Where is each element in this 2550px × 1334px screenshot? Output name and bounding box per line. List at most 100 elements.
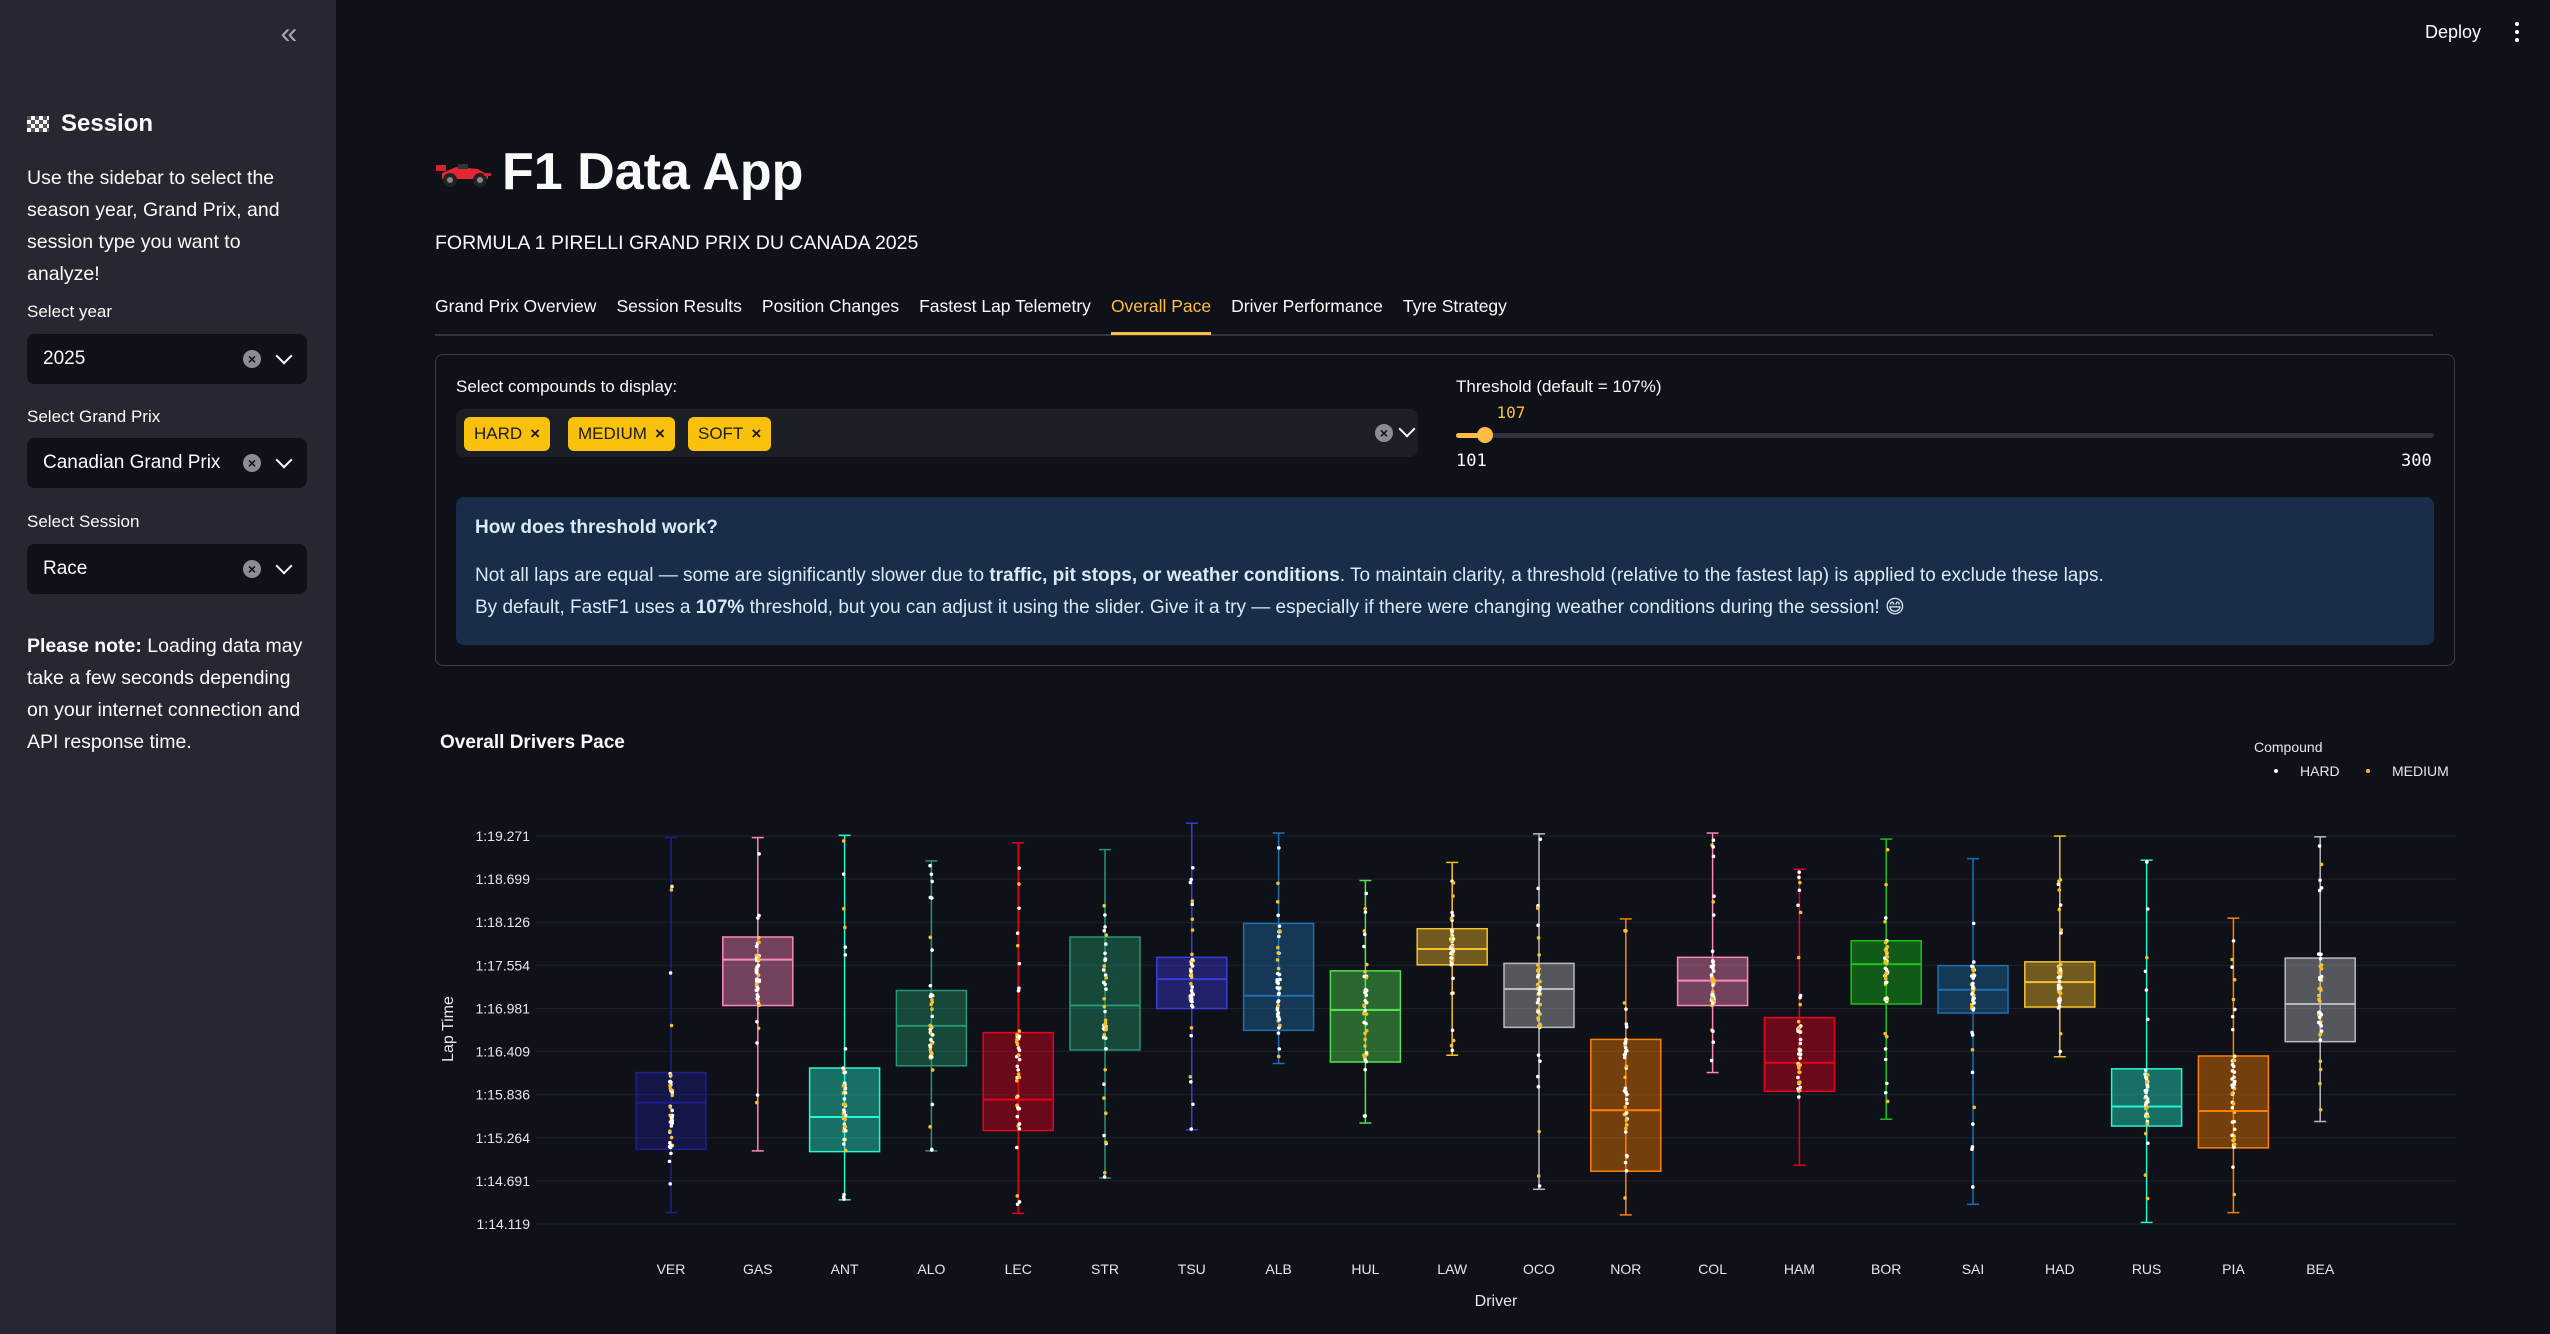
lap-point	[1017, 1122, 1022, 1126]
lap-point	[2143, 1173, 2148, 1177]
lap-point	[1364, 891, 1369, 896]
lap-point	[1711, 1040, 1716, 1044]
lap-point	[1451, 894, 1455, 898]
lap-point	[1451, 949, 1456, 953]
lap-point	[669, 1023, 674, 1028]
tab-overall-pace[interactable]: Overall Pace	[1110, 290, 1212, 335]
threshold-slider[interactable]	[1456, 427, 2434, 443]
remove-chip-icon[interactable]: ×	[751, 424, 762, 443]
lap-point	[667, 1079, 672, 1084]
chevron-down-icon[interactable]	[1398, 420, 1416, 438]
lap-point	[1884, 916, 1888, 920]
tab-grand-prix-overview[interactable]: Grand Prix Overview	[435, 296, 597, 316]
lap-point	[930, 1033, 935, 1037]
lap-point	[670, 884, 674, 889]
compounds-multiselect[interactable]: HARD × MEDIUM × SOFT × ×	[456, 409, 1418, 457]
lap-point	[930, 1055, 934, 1059]
grand-prix-select[interactable]: Canadian Grand Prix ×	[27, 438, 307, 488]
box-ver	[635, 836, 707, 1214]
x-tick-label: ANT	[831, 1261, 859, 1277]
tab-tyre-strategy[interactable]: Tyre Strategy	[1402, 296, 1507, 316]
lap-point	[1450, 1048, 1455, 1053]
lap-point	[1275, 985, 1280, 990]
lap-point	[757, 940, 761, 945]
lap-point	[1535, 906, 1540, 911]
lap-point	[1883, 948, 1888, 952]
lap-point	[2144, 1076, 2149, 1081]
legend-medium-label[interactable]: MEDIUM	[2392, 763, 2449, 779]
lap-point	[1363, 932, 1367, 937]
lap-point	[668, 1073, 673, 1077]
lap-point	[1884, 971, 1889, 975]
legend-hard-label[interactable]: HARD	[2300, 763, 2340, 779]
lap-point	[1538, 979, 1542, 984]
lap-point	[1017, 866, 1021, 870]
tab-position-changes[interactable]: Position Changes	[761, 296, 900, 316]
chevron-down-icon[interactable]	[275, 557, 293, 575]
lap-point	[930, 1007, 934, 1011]
lap-point	[1885, 955, 1890, 959]
deploy-button[interactable]: Deploy	[2425, 22, 2482, 42]
lap-point	[841, 1084, 846, 1088]
lap-point	[1102, 1175, 1107, 1179]
tab-fastest-lap-telemetry[interactable]: Fastest Lap Telemetry	[919, 296, 1091, 316]
lap-point	[1796, 1087, 1800, 1091]
lap-point	[670, 1090, 675, 1095]
threshold-value: 107	[1496, 403, 1526, 422]
session-select[interactable]: Race ×	[27, 544, 307, 594]
lap-point	[1623, 1105, 1628, 1109]
chip-medium[interactable]: MEDIUM ×	[568, 417, 675, 451]
checkered-flag-icon	[27, 116, 49, 132]
lap-point	[2318, 878, 2322, 882]
lap-point	[1363, 1044, 1367, 1048]
lap-point	[1016, 1107, 1021, 1111]
info-text: Not all laps are equal — some are signif…	[475, 565, 990, 586]
lap-point	[1016, 1068, 1020, 1072]
lap-point	[2319, 963, 2324, 967]
remove-chip-icon[interactable]: ×	[654, 424, 665, 443]
chevron-down-icon[interactable]	[275, 451, 293, 469]
x-tick-label: ALB	[1265, 1261, 1291, 1277]
lap-point	[1710, 949, 1715, 954]
lap-point	[2143, 1131, 2148, 1136]
lap-point	[1537, 953, 1541, 957]
lap-point	[1189, 1026, 1194, 1030]
lap-point	[755, 1019, 759, 1024]
collapse-sidebar-icon[interactable]: «	[280, 17, 298, 50]
session-label: Select Session	[27, 512, 140, 531]
lap-point	[1710, 996, 1715, 1001]
lap-point	[1883, 1090, 1888, 1095]
lap-point	[2231, 1101, 2236, 1106]
lap-point	[757, 957, 761, 962]
x-tick-label: ALO	[917, 1261, 945, 1277]
tab-session-results[interactable]: Session Results	[616, 296, 742, 316]
lap-point	[1363, 969, 1367, 974]
lap-point	[1278, 977, 1282, 982]
chip-hard[interactable]: HARD ×	[464, 417, 551, 451]
lap-point	[1276, 992, 1281, 996]
box-sai	[1937, 857, 2009, 1206]
slider-thumb[interactable]	[1477, 427, 1494, 443]
slider-min: 101	[1456, 451, 1487, 471]
more-menu-icon[interactable]	[2514, 22, 2520, 44]
clear-grand-prix-icon[interactable]: ×	[243, 454, 261, 472]
lap-point	[1624, 1111, 1628, 1116]
chevron-down-icon[interactable]	[275, 347, 293, 365]
clear-year-icon[interactable]: ×	[243, 350, 261, 368]
lap-point	[1970, 992, 1974, 996]
legend-title: Compound	[2254, 739, 2323, 755]
lap-point	[2144, 988, 2149, 992]
lap-point	[2230, 957, 2234, 962]
lap-point	[2316, 952, 2321, 956]
year-select[interactable]: 2025 ×	[27, 334, 307, 384]
lap-point	[1449, 916, 1454, 921]
lap-point	[2057, 1000, 2062, 1005]
lap-point	[1189, 1080, 1193, 1084]
lap-point	[1971, 996, 1976, 1001]
chip-soft[interactable]: SOFT ×	[688, 417, 772, 451]
clear-session-icon[interactable]: ×	[243, 560, 261, 578]
remove-chip-icon[interactable]: ×	[530, 424, 541, 443]
legend-medium-marker	[2366, 769, 2370, 773]
tab-driver-performance[interactable]: Driver Performance	[1231, 296, 1383, 316]
clear-compounds-icon[interactable]: ×	[1375, 424, 1393, 442]
